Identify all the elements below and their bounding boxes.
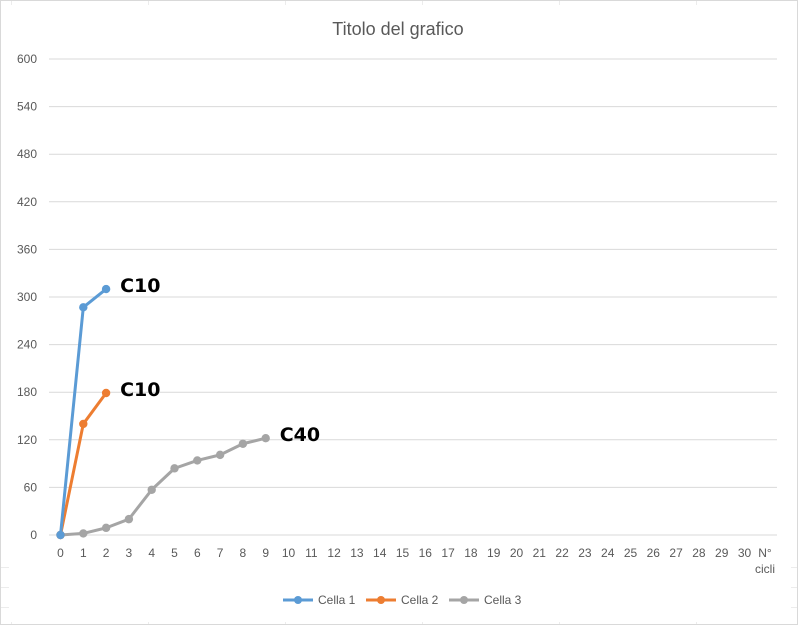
x-tick-label: 19 bbox=[487, 546, 501, 560]
x-tick-label: 7 bbox=[217, 546, 224, 560]
legend-entry-2[interactable]: Cella 2 bbox=[366, 593, 439, 607]
legend-marker-swatch bbox=[460, 596, 468, 604]
x-tick-label: 2 bbox=[103, 546, 110, 560]
data-point bbox=[147, 485, 156, 494]
y-tick-label: 480 bbox=[17, 147, 37, 161]
legend-entry-3[interactable]: Cella 3 bbox=[449, 593, 522, 607]
series-annotation: C40 bbox=[280, 424, 320, 446]
data-point bbox=[215, 450, 225, 460]
annotations: C10 C10 C40 bbox=[120, 275, 320, 446]
y-tick-label: 240 bbox=[17, 338, 37, 352]
data-point bbox=[261, 434, 270, 443]
y-tick-label: 0 bbox=[30, 528, 37, 542]
x-tick-label: 22 bbox=[555, 546, 569, 560]
x-tick-label: 13 bbox=[350, 546, 364, 560]
x-axis-label-line-1: N° bbox=[758, 546, 772, 560]
chart-title: Titolo del grafico bbox=[332, 19, 463, 39]
x-tick-label: 18 bbox=[464, 546, 478, 560]
legend[interactable]: Cella 1 Cella 2 Cella 3 bbox=[283, 593, 522, 607]
x-tick-label: 23 bbox=[578, 546, 592, 560]
x-tick-label: 17 bbox=[441, 546, 455, 560]
y-tick-label: 180 bbox=[17, 385, 37, 399]
x-tick-label: 8 bbox=[240, 546, 247, 560]
data-point bbox=[101, 388, 111, 398]
x-tick-label: 14 bbox=[373, 546, 387, 560]
x-tick-label: 15 bbox=[396, 546, 410, 560]
series-1 bbox=[56, 284, 111, 540]
x-tick-label: 11 bbox=[305, 546, 318, 560]
gridlines bbox=[49, 58, 777, 536]
x-tick-label: 10 bbox=[282, 546, 296, 560]
data-point bbox=[101, 523, 111, 533]
data-point bbox=[101, 284, 111, 294]
data-point bbox=[79, 529, 88, 538]
x-tick-label: 0 bbox=[57, 546, 64, 560]
y-tick-label: 60 bbox=[24, 480, 38, 494]
series-lines bbox=[56, 284, 270, 540]
data-point bbox=[56, 530, 65, 540]
series-line bbox=[59, 436, 268, 537]
y-tick-label: 420 bbox=[17, 195, 37, 209]
x-tick-label: 16 bbox=[419, 546, 433, 560]
data-point bbox=[79, 303, 88, 312]
x-tick-label: 24 bbox=[601, 546, 615, 560]
series-annotation: C10 bbox=[120, 379, 160, 401]
data-point bbox=[124, 514, 134, 524]
x-tick-label: 30 bbox=[738, 546, 752, 560]
series-3 bbox=[56, 434, 270, 540]
x-tick-label: 9 bbox=[262, 546, 269, 560]
x-axis-ticks: 0 1 2 3 4 5 6 7 8 9 10 11 12 13 14 15 16 17 18 19 20 21 22 23 24… bbox=[57, 546, 751, 560]
y-tick-label: 120 bbox=[17, 433, 37, 447]
x-tick-label: 20 bbox=[510, 546, 524, 560]
x-tick-label: 5 bbox=[171, 546, 178, 560]
y-tick-label: 300 bbox=[17, 290, 37, 304]
x-axis-label-line-2: cicli bbox=[755, 562, 775, 576]
y-axis-ticks: 0 60 120 180 240 300 360 420 480 540 600 bbox=[17, 52, 37, 542]
x-tick-label: 29 bbox=[715, 546, 729, 560]
x-tick-label: 25 bbox=[624, 546, 638, 560]
x-tick-label: 27 bbox=[669, 546, 683, 560]
series-annotation: C10 bbox=[120, 275, 160, 297]
x-tick-label: 6 bbox=[194, 546, 201, 560]
data-point bbox=[170, 464, 179, 473]
legend-entry-1[interactable]: Cella 1 bbox=[283, 593, 356, 607]
y-tick-label: 540 bbox=[17, 100, 37, 114]
x-tick-label: 21 bbox=[533, 546, 547, 560]
legend-label: Cella 2 bbox=[401, 593, 439, 607]
x-tick-label: 1 bbox=[80, 546, 87, 560]
x-tick-label: 28 bbox=[692, 546, 706, 560]
data-point bbox=[238, 439, 248, 448]
x-tick-label: 26 bbox=[647, 546, 661, 560]
legend-marker-swatch bbox=[294, 596, 302, 604]
x-tick-label: 4 bbox=[148, 546, 155, 560]
data-point bbox=[193, 456, 202, 465]
data-point bbox=[79, 419, 88, 429]
chart-background bbox=[9, 5, 791, 622]
y-tick-label: 600 bbox=[17, 52, 37, 66]
legend-label: Cella 1 bbox=[318, 593, 356, 607]
y-tick-label: 360 bbox=[17, 242, 37, 256]
x-tick-label: 12 bbox=[327, 546, 341, 560]
legend-label: Cella 3 bbox=[484, 593, 522, 607]
x-tick-label: 3 bbox=[126, 546, 133, 560]
legend-marker-swatch bbox=[377, 596, 385, 604]
